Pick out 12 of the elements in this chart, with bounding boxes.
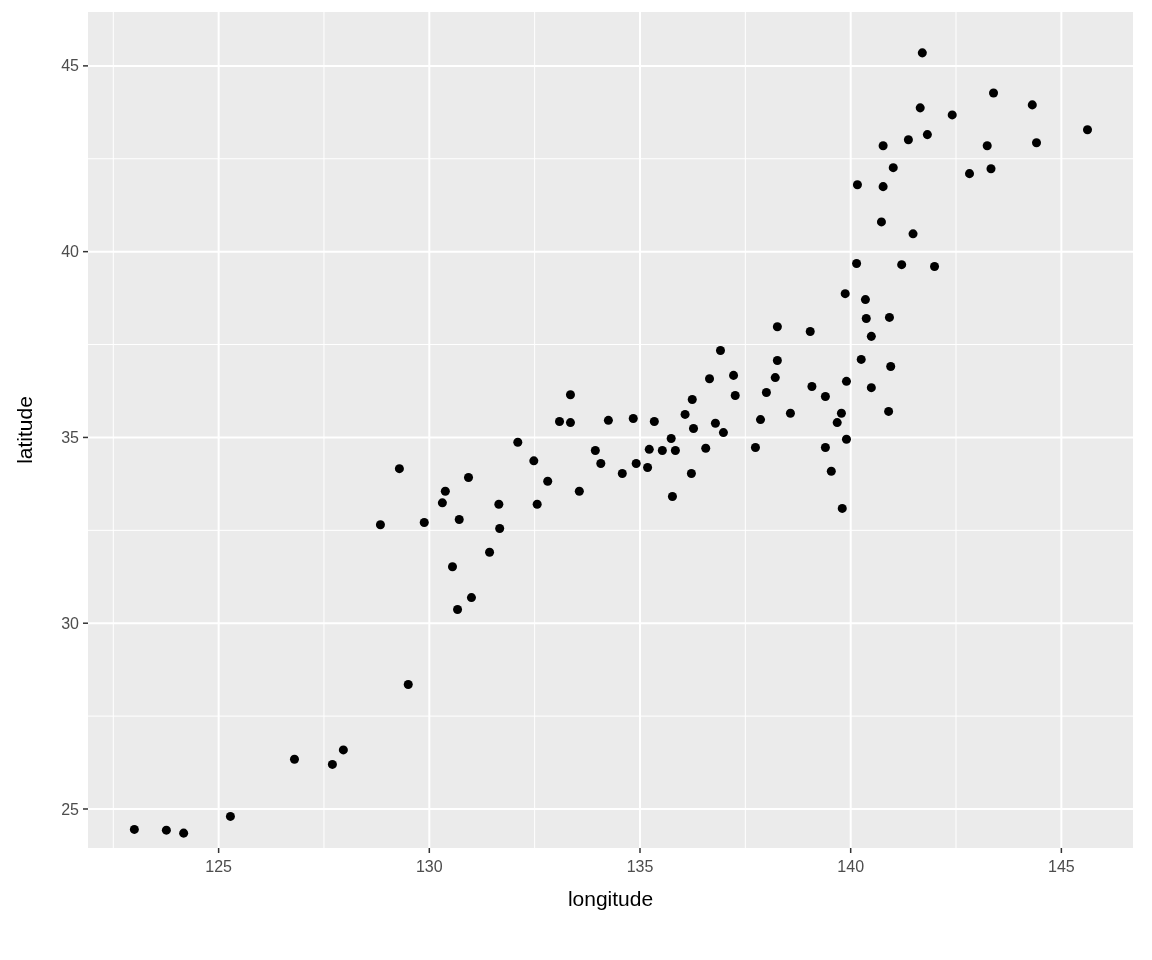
x-tick-label: 135 <box>626 858 654 875</box>
y-tick-label: 45 <box>61 57 80 75</box>
y-axis-title: latitude <box>13 396 36 464</box>
y-tick-label: 35 <box>61 429 80 447</box>
x-tick-label: 130 <box>415 858 443 875</box>
x-tick-label: 125 <box>205 858 233 875</box>
x-tick-label: 140 <box>837 858 865 875</box>
x-tick-label: 145 <box>1048 858 1075 875</box>
y-tick-label: 25 <box>61 800 80 818</box>
y-tick-label: 30 <box>61 614 80 632</box>
y-tick-label: 40 <box>61 243 80 261</box>
x-axis-title: longitude <box>567 887 654 910</box>
